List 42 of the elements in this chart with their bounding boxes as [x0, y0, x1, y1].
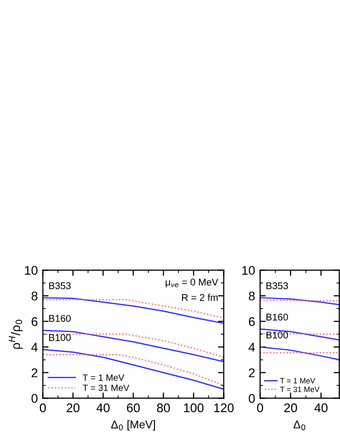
y-tick-label: 8 [32, 292, 38, 300]
annotation: B100 [266, 332, 288, 338]
line-series [260, 346, 340, 360]
line-series [42, 330, 224, 362]
x-tick-label: 60 [126, 403, 140, 412]
x-axis-title: Δ$_{0}$ [294, 420, 306, 430]
annotation: B100 [49, 334, 71, 342]
line-series [260, 297, 340, 306]
y-tick-label: 10 [25, 266, 38, 275]
y-tick-label: 6 [32, 317, 38, 326]
y-tick-label: 0 [248, 394, 255, 403]
line-series [42, 334, 224, 358]
annotation: B160 [49, 314, 71, 322]
legend-label: T = 1 MeV [82, 374, 124, 381]
x-tick-label: 40 [314, 403, 328, 412]
line-series [42, 354, 224, 386]
annotation: B353 [266, 282, 288, 290]
annotation: B353 [49, 282, 71, 290]
y-tick-label: 2 [248, 368, 255, 378]
line-series [42, 348, 224, 390]
x-tick-label: 100 [184, 403, 204, 412]
y-tick-label: 4 [31, 342, 38, 352]
y-tick-label: 2 [32, 368, 38, 378]
x-axis-title: Δ$_{0}$ [MeV] [111, 420, 155, 431]
x-tick-label: 20 [284, 403, 298, 412]
annotation: B160 [266, 314, 288, 321]
x-tick-label: 40 [96, 403, 110, 412]
x-tick-label: 120 [214, 403, 234, 412]
y-tick-label: 6 [248, 317, 255, 326]
y-axis-title: ρ$^{H}$/ρ$_{0}$ [8, 320, 23, 349]
y-tick-label: 4 [248, 342, 255, 352]
annotation: μ$_{νe}$ = 0 MeV [166, 278, 218, 288]
x-tick-label: 0 [40, 403, 46, 412]
legend-label: T = 31 MeV [82, 384, 130, 391]
y-tick-label: 8 [248, 292, 255, 300]
line-series [260, 328, 340, 341]
y-tick-label: 0 [32, 394, 38, 403]
x-tick-label: 0 [257, 403, 264, 412]
x-tick-label: 20 [66, 403, 80, 412]
annotation: R = 2 fm [182, 294, 218, 301]
y-tick-label: 10 [242, 266, 255, 275]
x-tick-label: 80 [157, 403, 170, 412]
